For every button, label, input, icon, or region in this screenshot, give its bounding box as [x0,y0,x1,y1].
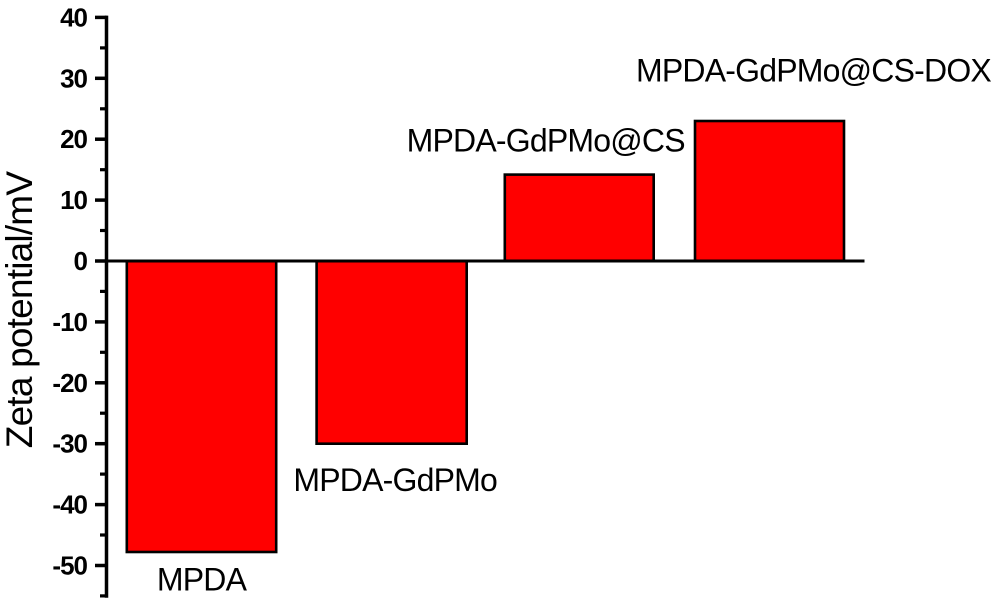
svg-text:-30: -30 [52,429,87,459]
svg-text:MPDA-GdPMo@CS: MPDA-GdPMo@CS [407,123,685,159]
svg-text:-20: -20 [52,368,87,398]
svg-text:-50: -50 [52,551,87,581]
svg-text:20: 20 [60,124,87,154]
svg-text:40: 40 [60,2,87,32]
svg-text:MPDA-GdPMo@CS-DOX: MPDA-GdPMo@CS-DOX [636,53,991,89]
svg-text:10: 10 [60,185,87,215]
svg-text:MPDA: MPDA [157,562,248,598]
svg-text:0: 0 [74,246,88,276]
svg-text:-10: -10 [52,307,87,337]
svg-text:-40: -40 [52,490,87,520]
svg-text:Zeta potential/mV: Zeta potential/mV [0,171,40,449]
svg-text:30: 30 [60,63,87,93]
svg-text:MPDA-GdPMo: MPDA-GdPMo [293,462,497,498]
